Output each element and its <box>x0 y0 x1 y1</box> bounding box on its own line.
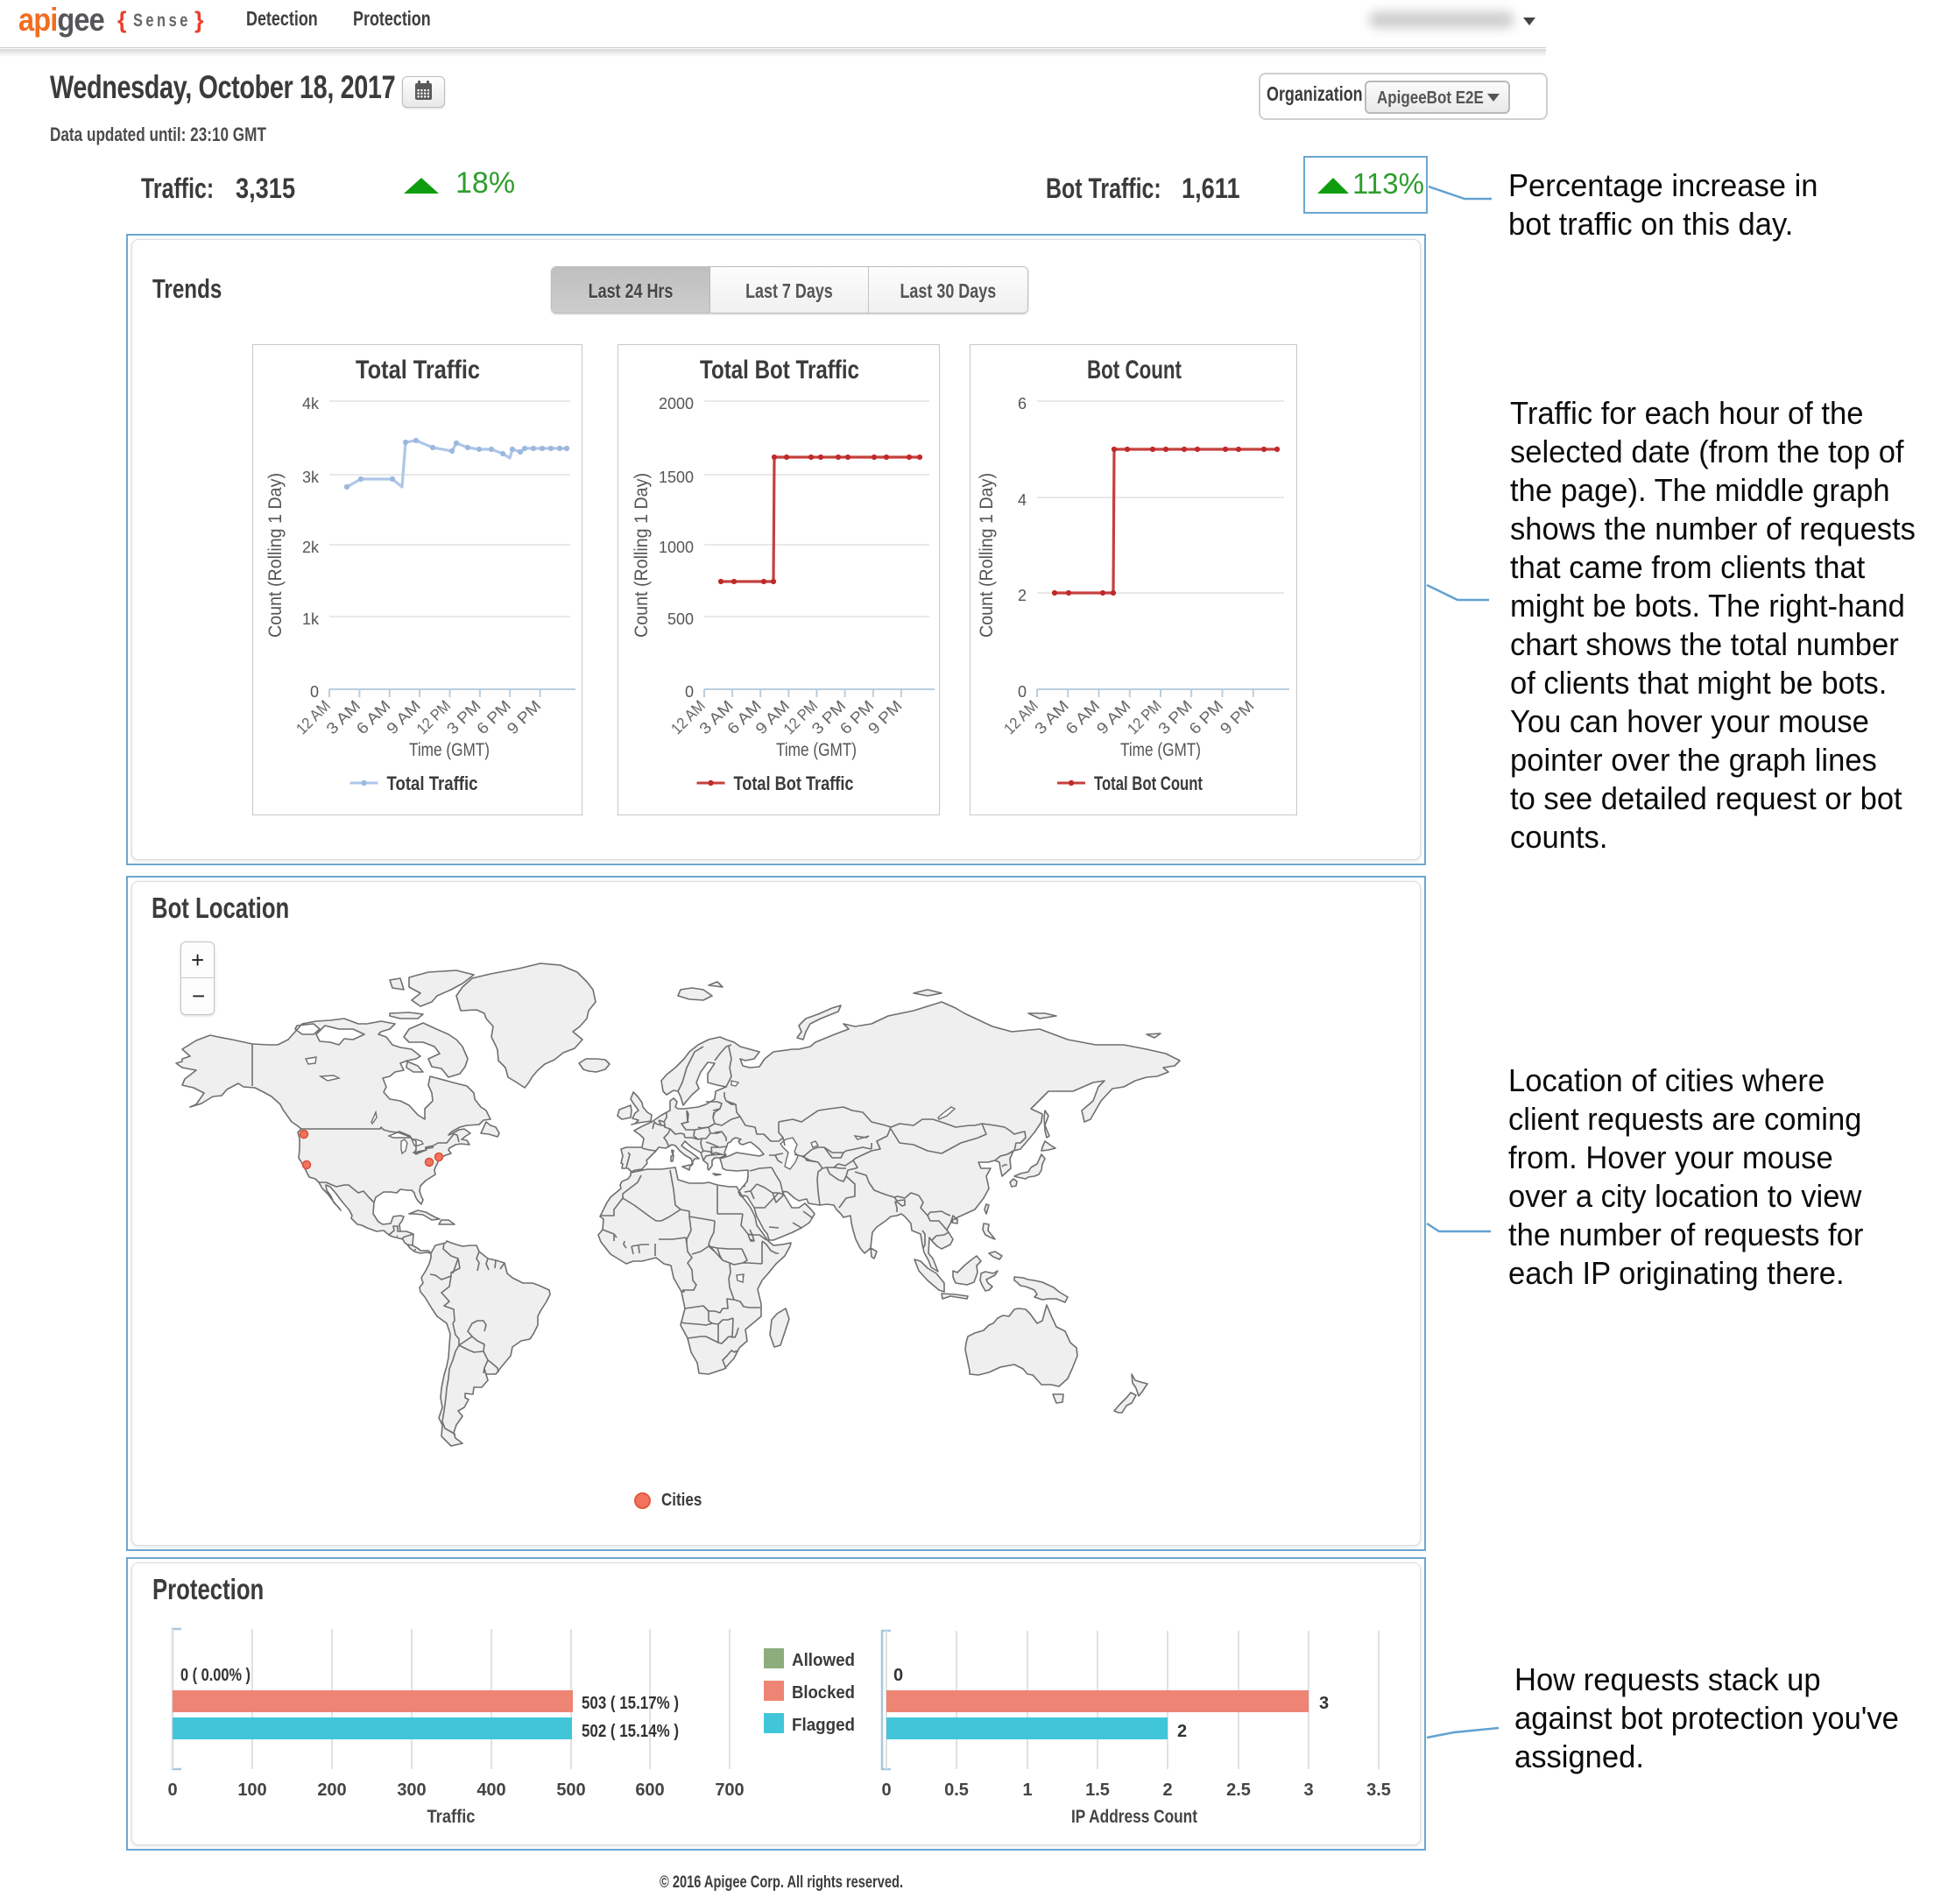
svg-text:Time (GMT): Time (GMT) <box>409 740 490 760</box>
svg-text:3k: 3k <box>302 469 320 486</box>
svg-text:2: 2 <box>1162 1781 1172 1800</box>
svg-text:3 AM: 3 AM <box>323 697 364 738</box>
svg-text:IP Address Count: IP Address Count <box>1071 1807 1197 1827</box>
svg-text:6: 6 <box>1018 395 1027 413</box>
svg-text:1.5: 1.5 <box>1085 1781 1110 1800</box>
svg-text:700: 700 <box>715 1781 744 1800</box>
svg-text:0: 0 <box>310 683 319 701</box>
svg-text:Total Bot Traffic: Total Bot Traffic <box>734 772 854 794</box>
svg-text:1500: 1500 <box>659 469 694 486</box>
svg-text:12 AM: 12 AM <box>293 697 334 738</box>
svg-text:0: 0 <box>167 1781 177 1800</box>
svg-text:0: 0 <box>881 1781 891 1800</box>
svg-text:2.5: 2.5 <box>1226 1781 1251 1800</box>
svg-text:Time (GMT): Time (GMT) <box>1120 740 1201 760</box>
svg-text:600: 600 <box>635 1781 664 1800</box>
svg-text:Count (Rolling 1 Day): Count (Rolling 1 Day) <box>977 473 997 638</box>
svg-text:Total Bot Traffic: Total Bot Traffic <box>700 356 859 384</box>
svg-text:3: 3 <box>1319 1694 1329 1713</box>
svg-text:Total Traffic: Total Traffic <box>387 772 478 794</box>
svg-text:3 PM: 3 PM <box>1154 697 1196 738</box>
svg-text:Bot Count: Bot Count <box>1087 356 1182 384</box>
svg-text:300: 300 <box>397 1781 426 1800</box>
svg-text:3 PM: 3 PM <box>443 697 484 738</box>
svg-text:Total Traffic: Total Traffic <box>356 356 480 384</box>
svg-text:Total Bot Count: Total Bot Count <box>1094 772 1203 794</box>
svg-text:1k: 1k <box>302 610 320 628</box>
svg-text:12 AM: 12 AM <box>1000 697 1041 738</box>
svg-text:2: 2 <box>1018 587 1027 604</box>
svg-text:9 PM: 9 PM <box>1217 697 1258 738</box>
svg-text:4: 4 <box>1018 491 1027 509</box>
svg-text:3 AM: 3 AM <box>1031 697 1072 738</box>
svg-text:0 ( 0.00% ): 0 ( 0.00% ) <box>180 1666 251 1685</box>
svg-text:500: 500 <box>667 610 694 628</box>
svg-text:2: 2 <box>1177 1722 1187 1741</box>
svg-text:Count (Rolling 1 Day): Count (Rolling 1 Day) <box>632 473 652 638</box>
svg-text:1: 1 <box>1022 1781 1032 1800</box>
svg-text:502 ( 15.14% ): 502 ( 15.14% ) <box>582 1722 679 1741</box>
svg-text:6 AM: 6 AM <box>1062 697 1104 738</box>
svg-text:9 PM: 9 PM <box>504 697 545 738</box>
svg-text:2k: 2k <box>302 539 320 556</box>
svg-text:Allowed: Allowed <box>792 1651 855 1670</box>
svg-text:Traffic: Traffic <box>427 1807 476 1827</box>
svg-text:9 AM: 9 AM <box>383 697 424 738</box>
svg-text:12 PM: 12 PM <box>1124 697 1165 738</box>
svg-text:0.5: 0.5 <box>944 1781 969 1800</box>
svg-text:100: 100 <box>237 1781 266 1800</box>
svg-text:1000: 1000 <box>659 539 694 556</box>
svg-text:Time (GMT): Time (GMT) <box>776 740 857 760</box>
svg-text:Blocked: Blocked <box>792 1683 855 1703</box>
svg-text:9 AM: 9 AM <box>1093 697 1134 738</box>
svg-text:400: 400 <box>476 1781 505 1800</box>
svg-text:Flagged: Flagged <box>792 1716 855 1735</box>
svg-text:3.5: 3.5 <box>1366 1781 1391 1800</box>
svg-text:6 AM: 6 AM <box>353 697 394 738</box>
svg-text:12 PM: 12 PM <box>413 697 455 738</box>
svg-text:2000: 2000 <box>659 395 694 413</box>
svg-text:0: 0 <box>893 1666 903 1685</box>
svg-text:6 PM: 6 PM <box>473 697 514 738</box>
svg-text:0: 0 <box>685 683 694 701</box>
svg-text:3: 3 <box>1303 1781 1313 1800</box>
svg-text:4k: 4k <box>302 395 320 413</box>
svg-text:Count (Rolling 1 Day): Count (Rolling 1 Day) <box>265 473 286 638</box>
svg-text:200: 200 <box>317 1781 346 1800</box>
svg-text:500: 500 <box>556 1781 585 1800</box>
svg-text:503 ( 15.17% ): 503 ( 15.17% ) <box>582 1694 679 1713</box>
svg-text:0: 0 <box>1018 683 1027 701</box>
svg-text:6 PM: 6 PM <box>1186 697 1227 738</box>
